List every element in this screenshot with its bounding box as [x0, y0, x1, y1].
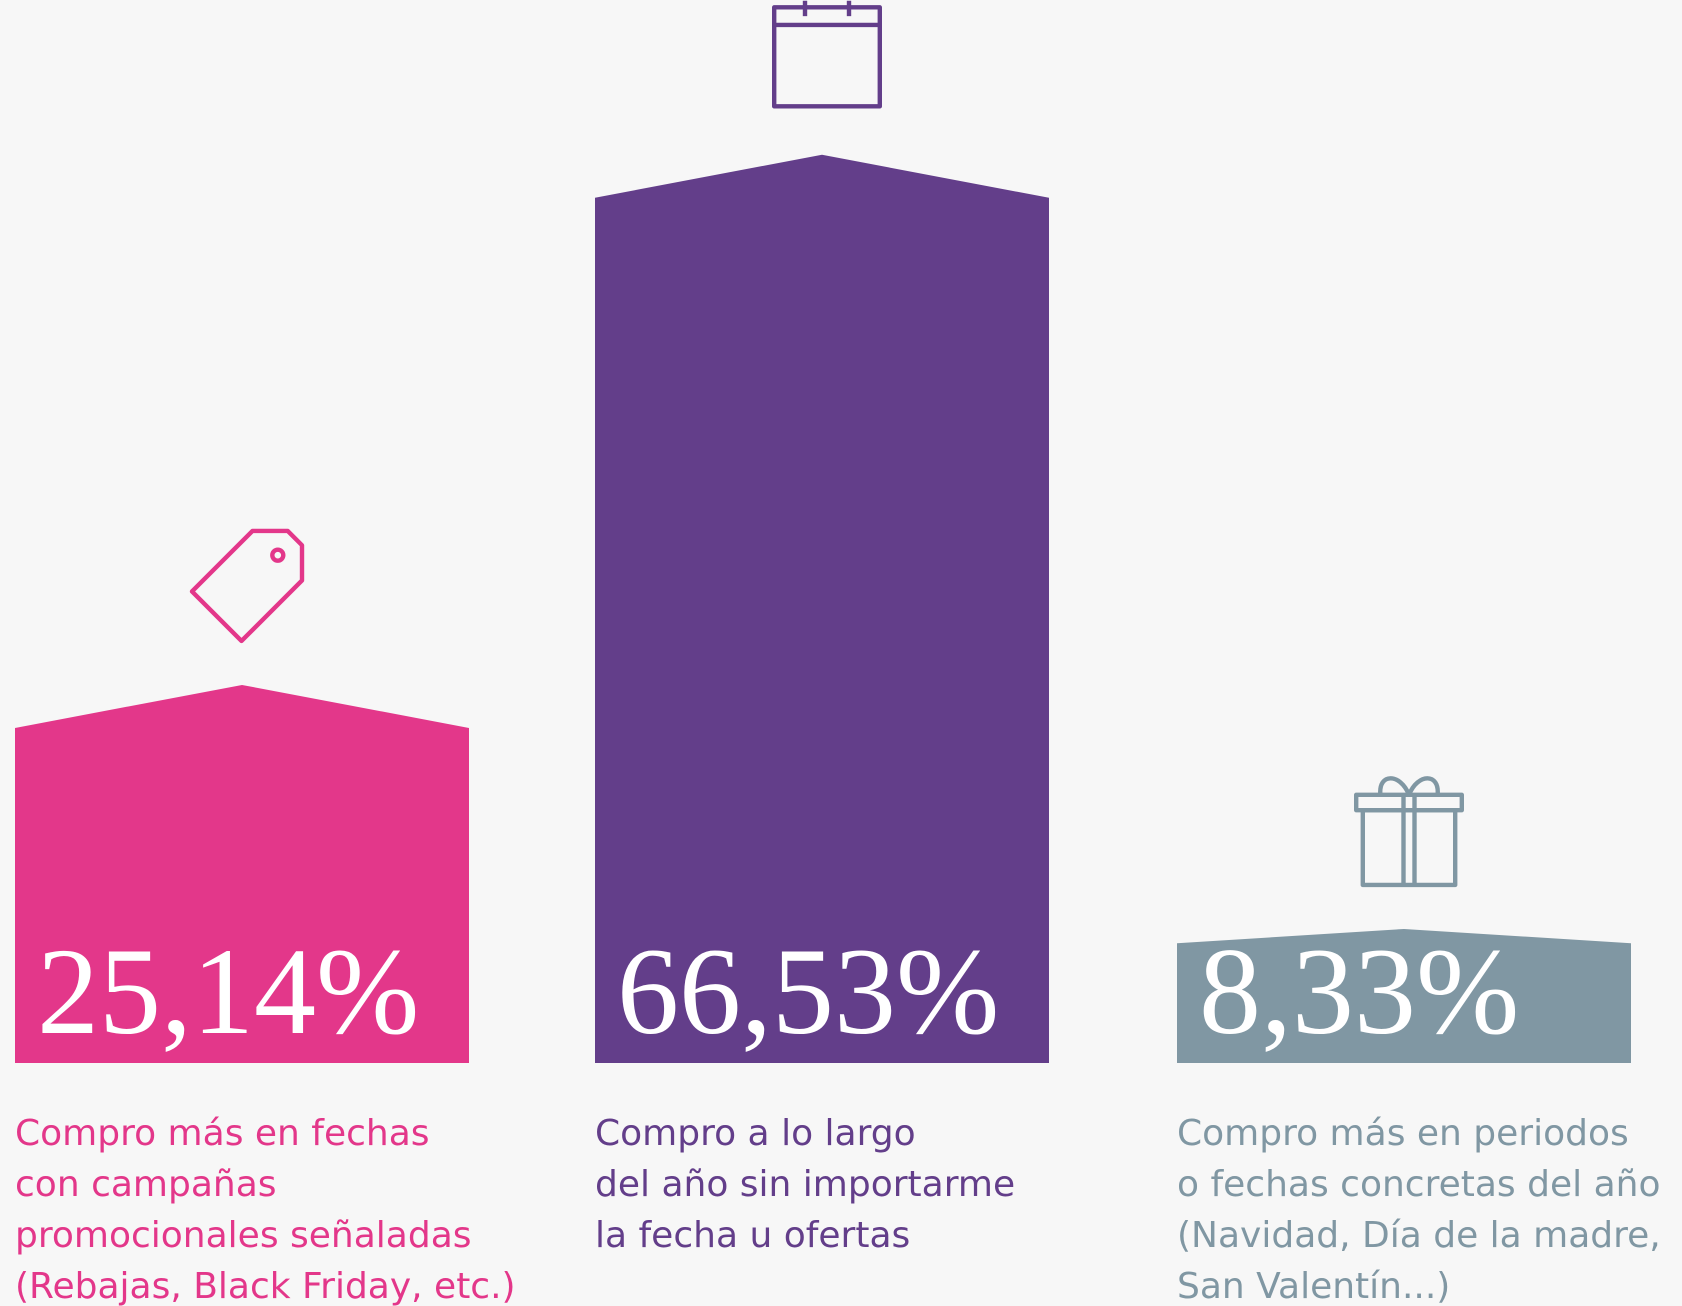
category-label: Compro más en fechas con campañas promoc… — [15, 1113, 516, 1306]
bar — [595, 154, 1049, 1063]
category-label: Compro más en periodos o fechas concreta… — [1177, 1113, 1661, 1306]
category-label: Compro a lo largo del año sin importarme… — [595, 1113, 1016, 1256]
calendar-icon — [772, 0, 883, 109]
value-label: 66,53% — [617, 923, 999, 1060]
bar — [15, 684, 469, 1063]
value-label: 8,33% — [1199, 923, 1519, 1060]
gift-icon — [1354, 776, 1465, 888]
tag-icon — [189, 528, 305, 644]
value-label: 25,14% — [37, 923, 419, 1060]
bar — [1177, 928, 1631, 1063]
